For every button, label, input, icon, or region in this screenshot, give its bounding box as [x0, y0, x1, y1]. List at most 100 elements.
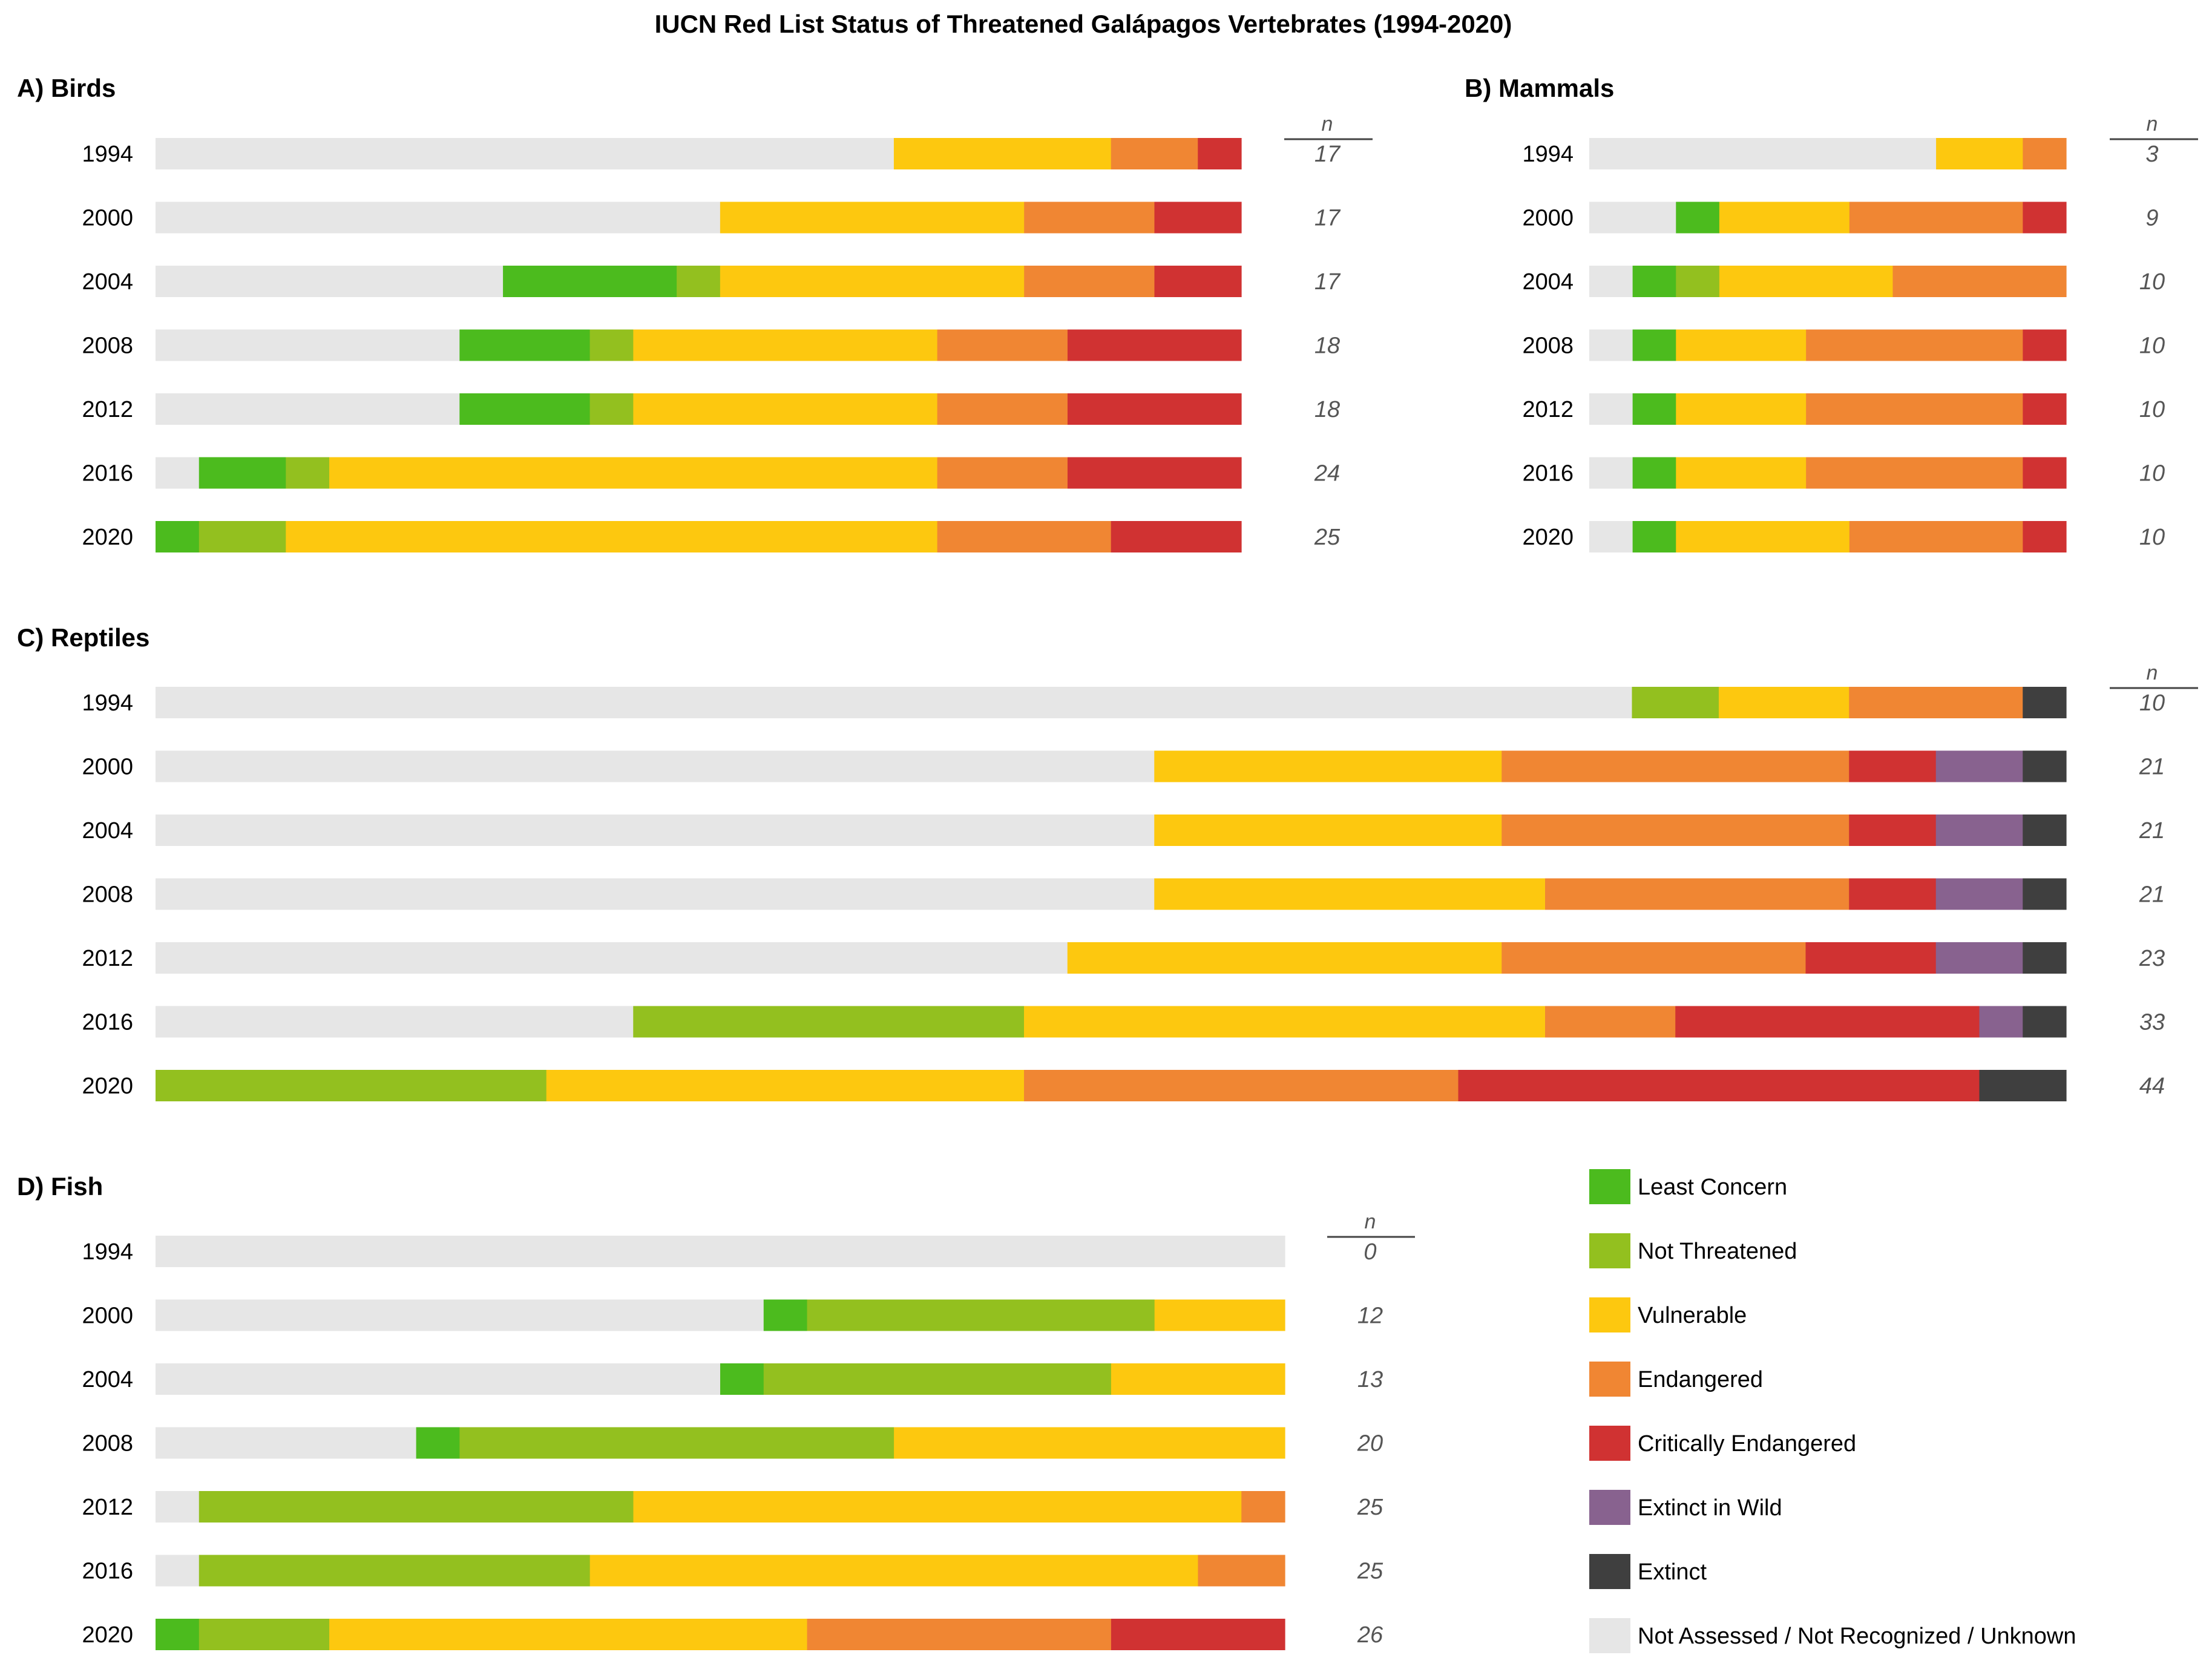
bar-segment-nt	[589, 329, 634, 361]
legend-label: Critically Endangered	[1638, 1431, 1856, 1457]
bar-segment-na	[1589, 521, 1633, 552]
bar-row-mammals-2004: 2004 10	[1522, 266, 2165, 297]
bar-segment-vu	[1676, 521, 1850, 552]
bar-segment-na	[156, 1427, 417, 1459]
bar-segment-ew	[1935, 815, 2023, 846]
bar-segment-cr	[2023, 393, 2067, 425]
bar-segment-vu	[1024, 1006, 1546, 1038]
year-label: 2016	[82, 461, 133, 487]
bar-segment-na	[1589, 457, 1633, 489]
bar-segment-vu	[286, 521, 938, 552]
legend-item: Not Assessed / Not Recognized / Unknown	[1589, 1618, 2076, 1653]
n-value: 18	[1314, 333, 1340, 359]
n-value: 17	[1314, 269, 1341, 295]
legend-item: Not Threatened	[1589, 1233, 1797, 1268]
bar-row-mammals-2008: 2008 10	[1522, 329, 2165, 361]
bar-segment-vu	[329, 1619, 808, 1650]
bar-segment-cr	[1154, 202, 1242, 234]
bar-segment-cr	[1067, 457, 1242, 489]
bar-segment-na	[1589, 266, 1633, 297]
bar-segment-ew	[1935, 878, 2023, 910]
legend-swatch	[1589, 1169, 1630, 1204]
bar-segment-na	[1589, 202, 1676, 234]
bar-segment-lc	[503, 266, 677, 297]
year-label: 2016	[82, 1559, 133, 1584]
bar-segment-vu	[546, 1070, 1025, 1101]
panel-title-birds: A) Birds	[17, 74, 116, 102]
n-value: 21	[2139, 818, 2165, 844]
bar-segment-nt	[459, 1427, 894, 1459]
n-value: 25	[1357, 1559, 1383, 1584]
year-label: 2000	[82, 1303, 133, 1329]
legend-swatch	[1589, 1426, 1630, 1461]
bar-segment-na	[156, 815, 1155, 846]
bar-segment-lc	[459, 329, 591, 361]
bar-row-reptiles-2020: 2020 44	[82, 1070, 2165, 1101]
bar-segment-en	[2023, 138, 2067, 169]
bar-segment-cr	[1675, 1006, 1980, 1038]
n-value: 24	[1314, 461, 1340, 487]
bar-segment-ew	[1979, 1006, 2023, 1038]
legend-item: Critically Endangered	[1589, 1426, 1856, 1461]
bar-segment-ex	[2023, 942, 2067, 974]
n-value: 17	[1314, 142, 1341, 167]
bar-row-fish-2012: 2012 25	[82, 1491, 1383, 1523]
legend-label: Extinct in Wild	[1638, 1495, 1782, 1521]
year-label: 2012	[82, 1495, 133, 1520]
bar-segment-cr	[1111, 1619, 1285, 1650]
year-label: 2020	[82, 1074, 133, 1099]
bar-segment-cr	[1198, 138, 1242, 169]
bar-segment-en	[1806, 457, 2023, 489]
bar-segment-en	[1501, 942, 1807, 974]
bar-segment-en	[1024, 202, 1155, 234]
bar-segment-en	[1806, 393, 2023, 425]
year-label: 2020	[82, 1622, 133, 1648]
bar-segment-en	[1501, 750, 1849, 782]
bar-segment-vu	[633, 393, 938, 425]
bar-segment-lc	[156, 521, 200, 552]
year-label: 2004	[82, 1367, 133, 1392]
bar-row-reptiles-2012: 2012 23	[82, 942, 2165, 974]
n-value: 25	[1357, 1495, 1383, 1520]
legend-swatch	[1589, 1233, 1630, 1268]
legend-label: Not Threatened	[1638, 1239, 1797, 1264]
n-value: 23	[2139, 946, 2165, 971]
year-label: 2008	[82, 1431, 133, 1457]
legend-item: Endangered	[1589, 1362, 1763, 1397]
legend-swatch	[1589, 1490, 1630, 1525]
bar-segment-cr	[1111, 521, 1242, 552]
bar-segment-nt	[763, 1363, 1112, 1395]
bar-row-birds-1994: 1994 17	[82, 138, 1341, 169]
year-label: 2020	[82, 525, 133, 550]
bar-segment-vu	[1154, 1299, 1285, 1331]
bar-row-mammals-2012: 2012 10	[1522, 393, 2165, 425]
chart-title: IUCN Red List Status of Threatened Galáp…	[655, 10, 1512, 38]
n-value: 21	[2139, 755, 2165, 780]
bar-segment-lc	[1632, 457, 1676, 489]
legend-swatch	[1589, 1618, 1630, 1653]
bar-segment-en	[937, 457, 1068, 489]
bar-segment-ew	[1935, 750, 2023, 782]
bar-segment-vu	[894, 1427, 1285, 1459]
bar-segment-nt	[286, 457, 330, 489]
year-label: 2004	[82, 818, 133, 844]
bar-row-reptiles-2000: 2000 21	[82, 750, 2165, 782]
bar-row-reptiles-1994: 1994 10	[82, 687, 2165, 718]
bar-segment-lc	[416, 1427, 460, 1459]
bar-segment-en	[1024, 1070, 1459, 1101]
bar-segment-vu	[1067, 942, 1502, 974]
bar-segment-vu	[1676, 329, 1807, 361]
bar-segment-cr	[1849, 750, 1937, 782]
panel-title-mammals: B) Mammals	[1465, 74, 1614, 102]
bar-segment-lc	[763, 1299, 808, 1331]
bar-segment-cr	[2023, 521, 2067, 552]
bar-segment-cr	[1805, 942, 1937, 974]
year-label: 2016	[1522, 461, 1574, 487]
bar-segment-vu	[1154, 878, 1546, 910]
bar-segment-ex	[1979, 1070, 2067, 1101]
bar-segment-na	[156, 1491, 200, 1523]
bar-segment-na	[156, 1299, 764, 1331]
n-value: 10	[2139, 333, 2165, 359]
